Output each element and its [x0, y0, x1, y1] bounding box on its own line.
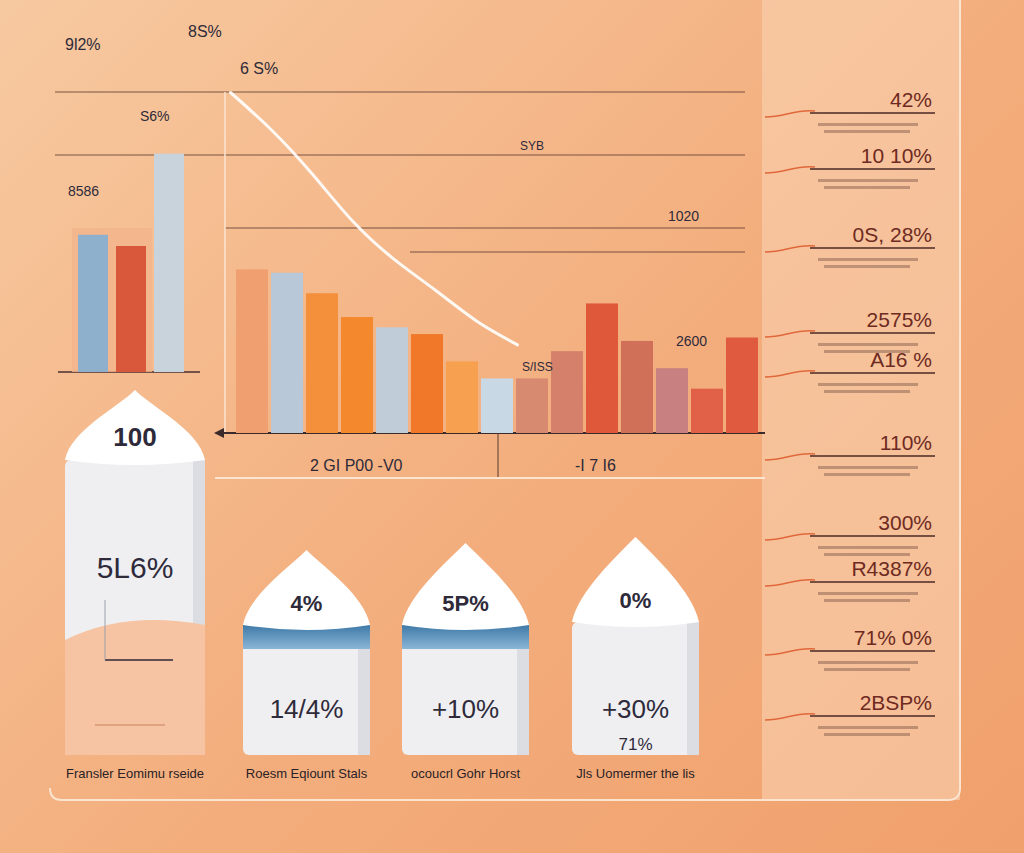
svg-text:R4387%: R4387% — [851, 557, 932, 580]
svg-text:5P%: 5P% — [442, 591, 488, 616]
svg-text:2575%: 2575% — [867, 308, 932, 331]
svg-text:110%: 110% — [880, 431, 932, 454]
svg-text:Roesm Eqiount Stals: Roesm Eqiount Stals — [246, 766, 368, 781]
svg-text:4%: 4% — [291, 591, 323, 616]
svg-text:2BSP%: 2BSP% — [860, 691, 932, 714]
svg-text:5L6%: 5L6% — [97, 551, 174, 584]
svg-text:10 10%: 10 10% — [861, 144, 932, 167]
svg-text:6 S%: 6 S% — [240, 60, 278, 77]
svg-text:100: 100 — [113, 422, 156, 452]
svg-text:8586: 8586 — [68, 183, 99, 199]
svg-text:8S%: 8S% — [188, 23, 222, 40]
svg-text:71% 0%: 71% 0% — [854, 626, 932, 649]
svg-text:SYB: SYB — [520, 139, 544, 153]
svg-text:-I 7 I6: -I 7 I6 — [575, 457, 616, 474]
svg-text:+10%: +10% — [432, 694, 499, 724]
svg-text:ocoucrl Gohr Horst: ocoucrl Gohr Horst — [411, 766, 520, 781]
svg-text:Jls Uomermer the lis: Jls Uomermer the lis — [576, 766, 695, 781]
svg-text:0%: 0% — [620, 588, 652, 613]
svg-text:300%: 300% — [878, 511, 932, 534]
svg-text:S/ISS: S/ISS — [522, 360, 553, 374]
svg-text:42%: 42% — [890, 88, 932, 111]
svg-text:9l2%: 9l2% — [65, 36, 101, 53]
svg-text:2600: 2600 — [676, 333, 707, 349]
svg-text:2 GI P00 -V0: 2 GI P00 -V0 — [310, 457, 403, 474]
svg-text:Fransler Eomimu rseide: Fransler Eomimu rseide — [66, 766, 204, 781]
svg-text:14/4%: 14/4% — [270, 694, 344, 724]
svg-text:1020: 1020 — [668, 208, 699, 224]
svg-text:+30%: +30% — [602, 694, 669, 724]
svg-text:71%: 71% — [618, 735, 652, 754]
svg-text:0S, 28%: 0S, 28% — [853, 223, 932, 246]
svg-text:S6%: S6% — [140, 108, 170, 124]
svg-text:A16 %: A16 % — [870, 348, 932, 371]
